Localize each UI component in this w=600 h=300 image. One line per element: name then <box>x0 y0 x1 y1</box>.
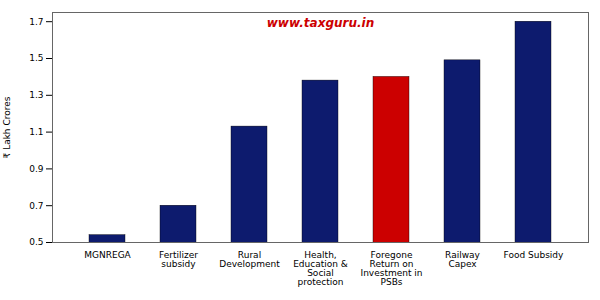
svg-text:Food Subsidy: Food Subsidy <box>504 250 564 260</box>
svg-text:₹ Lakh Crores: ₹ Lakh Crores <box>2 96 12 158</box>
svg-text:Health,Education &Socialprotec: Health,Education &Socialprotection <box>293 250 348 287</box>
svg-text:0.5: 0.5 <box>29 237 43 247</box>
svg-text:1.7: 1.7 <box>29 17 43 27</box>
svg-text:1.5: 1.5 <box>29 53 43 63</box>
svg-text:MGNREGA: MGNREGA <box>84 250 131 260</box>
svg-text:RuralDevelopment: RuralDevelopment <box>219 250 280 269</box>
svg-text:1.1: 1.1 <box>29 127 43 137</box>
svg-text:0.7: 0.7 <box>29 201 43 211</box>
svg-text:RailwayCapex: RailwayCapex <box>445 250 480 269</box>
svg-text:www.taxguru.in: www.taxguru.in <box>267 16 374 30</box>
svg-text:ForegoneReturn onInvestment in: ForegoneReturn onInvestment inPSBs <box>360 250 422 287</box>
svg-text:Fertilizersubsidy: Fertilizersubsidy <box>159 250 198 269</box>
svg-text:1.3: 1.3 <box>29 90 43 100</box>
svg-text:0.9: 0.9 <box>29 164 44 174</box>
